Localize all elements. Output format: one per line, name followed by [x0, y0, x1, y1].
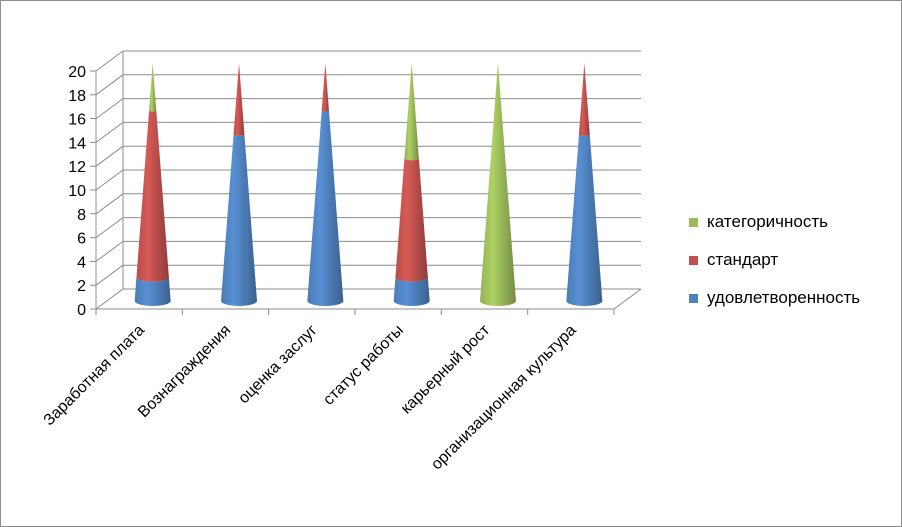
- gridline-side: [95, 121, 124, 143]
- gridline-side: [95, 217, 124, 239]
- legend-swatch: [689, 218, 698, 227]
- x-tick-label: оценка заслуг: [235, 322, 320, 407]
- cone-segment-стандарт: [395, 158, 428, 282]
- gridline-side: [95, 145, 124, 167]
- gridline-side: [95, 264, 124, 286]
- cone-segment-удовлетворенность: [566, 134, 603, 306]
- gridline-side: [95, 288, 124, 310]
- gridline-side: [95, 240, 124, 262]
- y-tick-label: 6: [77, 231, 86, 248]
- cone-segment-удовлетворенность: [307, 110, 344, 306]
- legend-item-удовлетворенность: удовлетворенность: [689, 288, 860, 307]
- y-tick-label: 14: [68, 135, 86, 152]
- legend-label: удовлетворенность: [707, 288, 860, 307]
- legend-item-категоричность: категоричность: [689, 212, 828, 231]
- cone-segment-стандарт: [321, 63, 329, 112]
- cone-segment-стандарт: [233, 63, 245, 136]
- legend-item-стандарт: стандарт: [689, 250, 778, 269]
- cone-segment-стандарт: [136, 110, 169, 282]
- cone-segment-стандарт: [578, 63, 590, 136]
- cone-4: [480, 63, 516, 306]
- legend-swatch: [689, 294, 698, 303]
- cone-0: [134, 63, 171, 306]
- cones: [134, 63, 603, 306]
- floor-edge: [96, 288, 642, 310]
- cone-3: [393, 63, 430, 306]
- y-tick-label: 8: [77, 207, 86, 224]
- x-tick-label: Вознаграждения: [135, 322, 234, 421]
- y-tick-label: 4: [77, 254, 86, 271]
- y-tick-label: 12: [68, 159, 86, 176]
- legend-swatch: [689, 256, 698, 265]
- y-tick-label: 16: [68, 112, 86, 129]
- gridline-side: [95, 74, 124, 96]
- legend-label: категоричность: [707, 212, 828, 231]
- y-tick-label: 2: [77, 278, 86, 295]
- gridline-side: [95, 193, 124, 215]
- cone-segment-категоричность: [480, 63, 516, 306]
- gridline-side: [95, 169, 124, 191]
- cone-segment-удовлетворенность: [221, 134, 257, 306]
- x-tick-label: статус работы: [320, 322, 407, 409]
- gridlines: [95, 50, 641, 310]
- cone-segment-удовлетворенность: [393, 277, 430, 306]
- legend: категоричность стандарт удовлетворенность: [689, 212, 860, 307]
- cone-segment-категоричность: [404, 63, 419, 161]
- x-tick-label: карьерный рост: [398, 321, 494, 417]
- y-tick-label: 20: [68, 64, 86, 81]
- cone-1: [221, 63, 257, 306]
- legend-label: стандарт: [707, 250, 778, 269]
- y-tick-label: 10: [68, 183, 86, 200]
- cone-2: [307, 63, 344, 306]
- x-tick-label: Заработная плата: [41, 322, 148, 429]
- axes: [90, 70, 642, 315]
- x-tick-label: организационная культура: [428, 322, 580, 474]
- gridline-side: [95, 98, 124, 120]
- cone-segment-категоричность: [149, 63, 157, 112]
- cone-segment-удовлетворенность: [134, 277, 171, 306]
- y-tick-label: 18: [68, 88, 86, 105]
- gridline-side: [95, 50, 124, 72]
- cone-5: [566, 63, 603, 306]
- y-tick-label: 0: [77, 302, 86, 319]
